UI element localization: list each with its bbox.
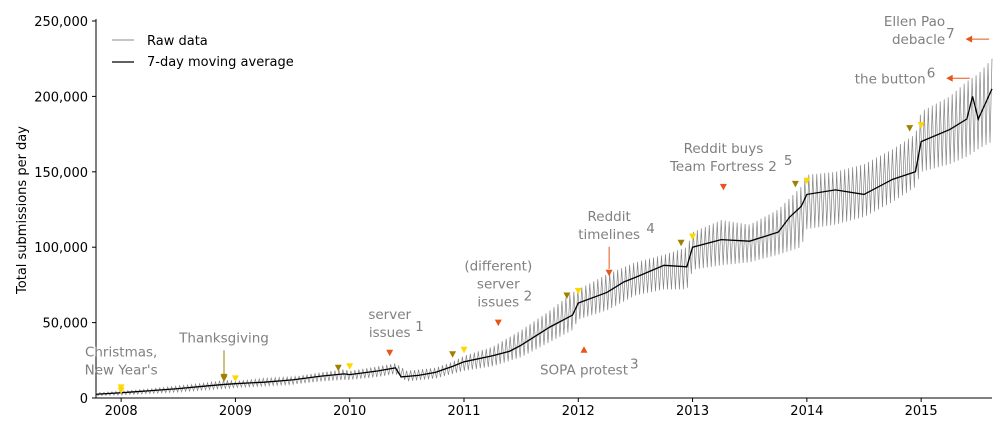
annotation-text: Team Fortress 2 <box>669 159 777 175</box>
x-tick-label: 2015 <box>905 404 938 419</box>
raw-data-series <box>95 58 993 397</box>
holiday-marker <box>917 122 925 129</box>
holiday-marker <box>449 351 457 358</box>
annotation-superscript: 6 <box>927 65 936 81</box>
y-tick-label: 0 <box>80 392 88 407</box>
plot-area <box>95 58 993 397</box>
annotation-text: Ellen Pao <box>884 14 945 30</box>
y-tick-label: 150,000 <box>34 166 88 181</box>
x-tick-label: 2011 <box>447 404 480 419</box>
x-tick-label: 2010 <box>333 404 366 419</box>
annotation-superscript: 3 <box>630 357 639 373</box>
annotation-marker <box>494 319 502 327</box>
y-tick-label: 250,000 <box>34 15 88 30</box>
annotation-text: the button <box>855 71 926 87</box>
holiday-marker <box>689 233 697 241</box>
annotation-superscript: 4 <box>646 221 655 237</box>
annotation-text: server <box>477 277 520 293</box>
holiday-marker <box>574 287 582 295</box>
annotation-marker <box>605 269 613 277</box>
holiday-marker <box>803 177 811 185</box>
holiday-marker <box>563 292 571 299</box>
annotation-text: issues <box>369 325 411 341</box>
y-tick-label: 200,000 <box>34 90 88 105</box>
annotation-marker <box>580 346 588 353</box>
y-axis-title: Total submissions per day <box>15 126 30 295</box>
annotation-text: server <box>368 307 411 323</box>
x-tick-label: 2008 <box>105 404 138 419</box>
annotation-marker <box>719 183 727 191</box>
annotation-text: Reddit buys <box>684 141 764 157</box>
annotations: Christmas, New Year's Thanksgiving server is… <box>85 14 990 394</box>
annotation-text: Christmas, <box>85 344 157 360</box>
annotation-superscript: 1 <box>415 319 424 335</box>
holiday-marker <box>460 346 468 354</box>
holiday-marker <box>334 364 342 372</box>
annotation-text: SOPA protest <box>540 363 628 379</box>
holiday-marker <box>677 239 685 247</box>
legend-avg-label: 7-day moving average <box>147 55 294 70</box>
annotation-superscript: 7 <box>946 26 955 42</box>
annotation-text: New Year's <box>85 362 158 378</box>
annotation-text: timelines <box>578 227 640 243</box>
annotation-marker <box>946 74 953 82</box>
x-tick-label: 2013 <box>676 404 709 419</box>
holiday-marker <box>346 363 354 370</box>
holiday-marker <box>231 375 239 382</box>
annotation-superscript: 2 <box>524 289 533 305</box>
annotation-superscript: 5 <box>784 153 793 169</box>
annotation-text: Thanksgiving <box>178 330 269 346</box>
x-tick-label: 2012 <box>562 404 595 419</box>
holiday-marker <box>791 180 799 188</box>
holiday-marker <box>906 125 914 132</box>
legend-raw-label: Raw data <box>147 34 208 49</box>
x-tick-label: 2014 <box>790 404 823 419</box>
annotation-marker <box>386 349 394 357</box>
annotation-text: debacle <box>892 32 945 48</box>
annotation-text: (different) <box>464 259 532 275</box>
y-tick-label: 100,000 <box>34 241 88 256</box>
annotation-text: issues <box>477 295 519 311</box>
x-tick-label: 2009 <box>219 404 252 419</box>
annotation-text: Reddit <box>588 209 631 225</box>
annotation-marker <box>220 375 228 382</box>
chart-axes: 0 50,000 100,000 150,000 200,000 250,000 2008 2… <box>34 15 992 419</box>
y-tick-label: 50,000 <box>43 317 89 332</box>
legend: Raw data 7-day moving average <box>112 34 294 70</box>
annotation-marker <box>965 35 973 43</box>
moving-average-series <box>95 88 993 395</box>
annotation-marker <box>117 387 125 394</box>
